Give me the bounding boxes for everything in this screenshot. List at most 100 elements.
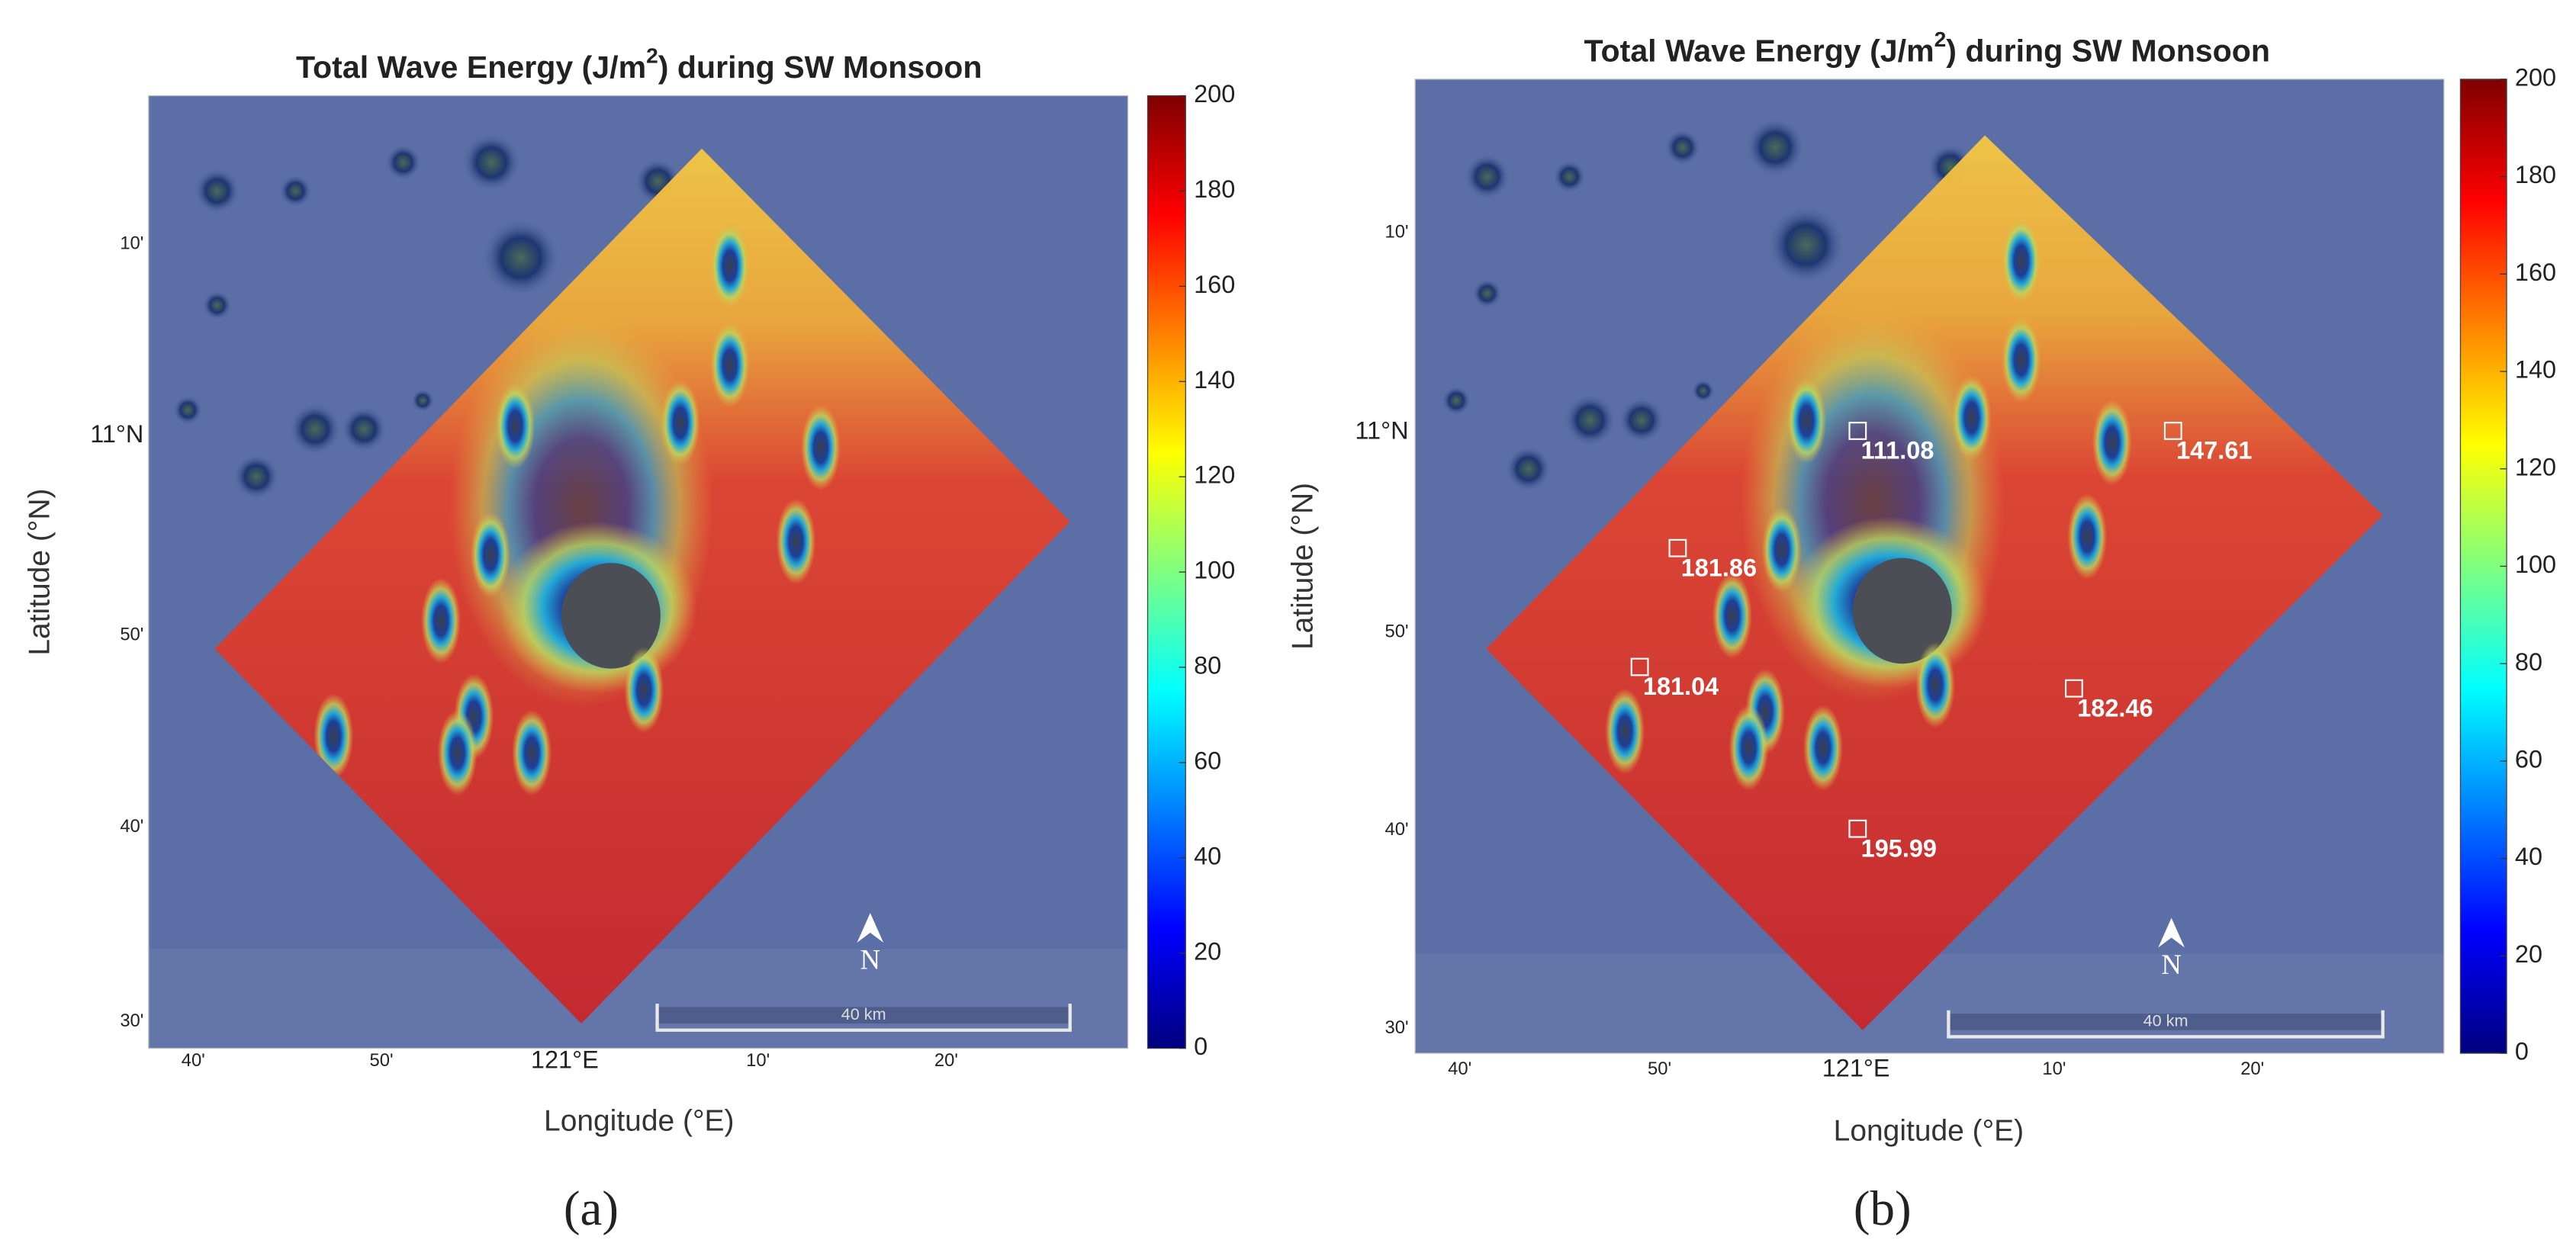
islet-shadow: [2001, 316, 2041, 403]
colorbar-tick-label: 160: [2515, 259, 2556, 286]
colorbar-tick-label: 20: [2515, 940, 2542, 968]
islet-shadow: [314, 693, 354, 779]
x-tick-label: 40': [182, 1050, 205, 1071]
island: [1464, 153, 1510, 200]
x-tick-label: 10': [2042, 1059, 2066, 1079]
colorbar-tick-label: 20: [1194, 937, 1221, 965]
islet-shadow: [709, 322, 750, 408]
y-tick-label: 50': [120, 625, 143, 645]
colorbar-tick-label: 120: [2515, 453, 2556, 480]
y-axis-label: Latitude (°N): [1286, 483, 1319, 650]
islet-shadow: [1915, 642, 1956, 728]
island: [1745, 117, 1806, 178]
x-tick-label: 121°E: [1822, 1054, 1890, 1081]
colorbar-tick-label: 160: [1194, 271, 1235, 298]
wave-shadows: [314, 223, 841, 796]
island: [461, 133, 522, 192]
sample-value: 195.99: [1861, 834, 1937, 862]
title-text: Total Wave Energy (J/m: [296, 50, 646, 85]
island: [1691, 379, 1715, 403]
islet-shadow: [624, 647, 664, 734]
sample-point: [1630, 657, 1649, 676]
island: [194, 168, 240, 214]
island: [384, 144, 422, 181]
north-label: N: [860, 943, 881, 975]
colorbar-tick-label: 100: [2515, 551, 2556, 578]
island: [1552, 159, 1587, 194]
island: [288, 403, 342, 456]
colorbar-tick-label: 100: [1194, 557, 1235, 584]
islet-shadow: [1951, 374, 1992, 461]
islet-shadow: [512, 709, 552, 796]
islet-shadow: [1712, 573, 1752, 659]
colorbar-tick-label: 40: [1194, 842, 1221, 869]
panel: 40 km N 111.08 147.61 181.86 181.04 182.46 195.…: [1286, 28, 2556, 1236]
panel-title: Total Wave Energy (J/m2) during SW Monso…: [1584, 28, 2270, 69]
island: [233, 453, 280, 500]
sample-value: 181.04: [1643, 673, 1719, 700]
axes-frame: [1414, 79, 2445, 1054]
y-tick-label: 10': [1385, 222, 1409, 243]
islet-shadow: [437, 709, 478, 796]
colorbar-tick-label: 80: [2515, 648, 2542, 676]
north-arrow: [2158, 917, 2185, 948]
axes-frame: [148, 95, 1129, 1049]
island: [1472, 278, 1503, 309]
islet-shadow: [776, 498, 816, 585]
islet-shadow: [495, 383, 535, 469]
y-tick-label: 40': [1385, 819, 1409, 840]
x-tick-label: 20': [2240, 1059, 2264, 1079]
title-sup: 2: [646, 44, 658, 68]
island: [1563, 394, 1617, 447]
islet-shadow: [1803, 705, 1843, 791]
y-tick-label: 11°N: [90, 420, 143, 448]
x-tick-label: 50': [1648, 1059, 1671, 1079]
main-island: [1852, 557, 1952, 664]
map: 40 km N: [1415, 79, 2444, 1054]
panel-title: Total Wave Energy (J/m2) during SW Monso…: [296, 44, 982, 85]
sample-point: [2065, 679, 2083, 698]
islet-shadow: [1729, 705, 1769, 791]
north-arrow: [857, 913, 884, 943]
sample-value: 147.61: [2176, 437, 2252, 464]
panel-caption: (a): [564, 1181, 619, 1236]
colorbar-tick-label: 180: [1194, 175, 1235, 203]
colorbar-tick-label: 40: [2515, 843, 2542, 870]
x-tick-label: 10': [746, 1050, 770, 1071]
islet-shadow: [470, 512, 510, 598]
colorbar-tick-label: 80: [1194, 652, 1221, 680]
x-tick-label: 121°E: [531, 1046, 599, 1073]
islet-shadow: [2067, 493, 2108, 580]
colorbar-tick-label: 140: [2515, 356, 2556, 384]
title-sup: 2: [1934, 28, 1947, 52]
islet-shadow: [1605, 688, 1645, 775]
scale-bar: [1947, 1010, 2385, 1039]
island: [1664, 129, 1701, 166]
colorbar-tick-label: 140: [1194, 366, 1235, 394]
scale-bar-fill: [1948, 1014, 2383, 1030]
scale-bar: [655, 1004, 1072, 1032]
x-tick-label: 20': [934, 1050, 958, 1071]
y-tick-label: 30': [120, 1010, 143, 1031]
island: [278, 174, 313, 208]
sample-point: [1668, 538, 1687, 557]
island: [481, 217, 561, 297]
colorbar-tick-label: 200: [1194, 80, 1235, 108]
islet-shadow: [800, 404, 841, 490]
sample-point: [1848, 422, 1867, 440]
seafloor-shade: [1415, 954, 2444, 1054]
north-label: N: [2161, 949, 2182, 980]
title-tail: ) during SW Monsoon: [1946, 33, 2270, 68]
x-axis-label: Longitude (°E): [1834, 1114, 2024, 1147]
colorbar-tick-label: 0: [1194, 1033, 1208, 1060]
y-tick-label: 10': [120, 233, 143, 254]
colorbar-tick-label: 200: [2515, 63, 2556, 91]
island: [172, 395, 203, 426]
island: [1766, 205, 1846, 284]
main-island: [561, 563, 661, 669]
x-axis-label: Longitude (°E): [544, 1104, 734, 1137]
scale-bar-label: 40 km: [841, 1004, 886, 1023]
islet-shadow: [2092, 399, 2132, 486]
sample-point: [2163, 422, 2182, 440]
map: 40 km N: [148, 95, 1128, 1049]
